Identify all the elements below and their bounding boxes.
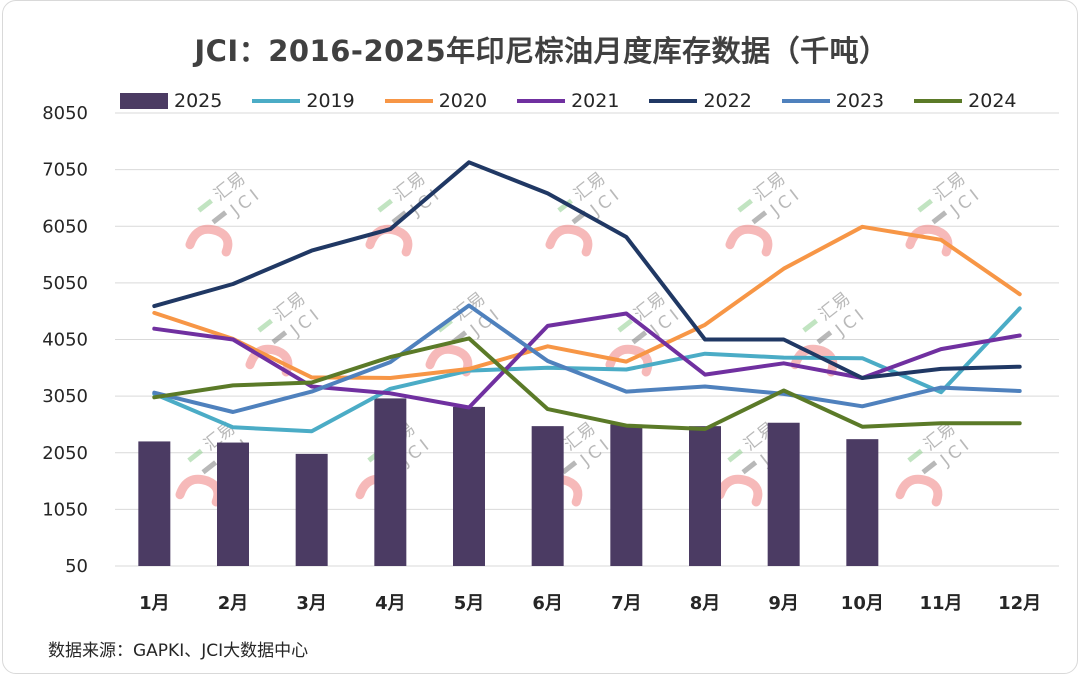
source-note: 数据来源：GAPKI、JCI大数据中心	[48, 641, 309, 661]
bar-2025-8	[689, 426, 721, 566]
bar-2025-6	[531, 426, 564, 566]
legend: 2025 2019 2020 2021 2022 2023 2024	[120, 88, 1047, 114]
series-line-2020	[152, 224, 1022, 380]
legend-swatch	[517, 99, 566, 103]
y-tick-label: 50	[65, 556, 88, 577]
y-tick-label: 3050	[42, 386, 88, 407]
bar-2025-1	[138, 441, 171, 566]
series-line-2022	[152, 160, 1022, 380]
x-tick-label: 11月	[919, 593, 962, 614]
x-tick-label: 7月	[611, 593, 642, 614]
bar-2025-7	[610, 424, 643, 566]
series-line-2024	[152, 336, 1022, 431]
chart-title: JCI：2016-2025年印尼棕油月度库存数据（千吨）	[194, 34, 889, 68]
legend-item-2019: 2019	[252, 90, 355, 112]
bar-2025-5	[453, 406, 485, 566]
legend-label: 2022	[703, 90, 752, 112]
x-tick-label: 9月	[768, 593, 799, 614]
legend-item-2024: 2024	[914, 90, 1017, 112]
series-line-2019	[152, 306, 1022, 434]
legend-swatch	[120, 93, 168, 109]
y-tick-label: 1050	[42, 499, 88, 520]
legend-label: 2021	[571, 90, 620, 112]
bar-2025-3	[295, 453, 328, 566]
y-tick-label: 8050	[42, 103, 88, 124]
x-tick-label: 6月	[532, 593, 563, 614]
y-tick-label: 4050	[42, 330, 88, 351]
x-tick-label: 10月	[841, 593, 884, 614]
bar-2025-2	[217, 442, 249, 566]
x-tick-label: 4月	[375, 593, 406, 614]
legend-item-2021: 2021	[517, 90, 619, 112]
x-tick-label: 1月	[139, 593, 170, 614]
legend-item-2025: 2025	[120, 90, 222, 112]
series-line-2023	[152, 303, 1022, 414]
legend-swatch	[252, 99, 301, 103]
bar-2025-10	[846, 439, 879, 566]
legend-swatch	[781, 99, 830, 103]
legend-label: 2025	[174, 90, 223, 112]
legend-swatch	[914, 99, 963, 103]
legend-label: 2023	[835, 90, 885, 112]
x-tick-label: 5月	[454, 593, 485, 614]
legend-item-2020: 2020	[384, 90, 488, 112]
x-tick-label: 3月	[296, 593, 327, 614]
bar-2025-9	[767, 422, 800, 566]
x-tick-label: 8月	[690, 593, 721, 614]
x-tick-label: 12月	[998, 593, 1041, 614]
series-line-2021	[152, 311, 1022, 410]
y-tick-label: 6050	[42, 216, 88, 237]
legend-item-2023: 2023	[781, 90, 885, 112]
bar-2025-4	[374, 398, 407, 566]
x-tick-label: 2月	[218, 593, 249, 614]
y-tick-label: 2050	[42, 443, 88, 464]
legend-item-2022: 2022	[649, 90, 752, 112]
legend-swatch	[649, 99, 698, 103]
y-tick-label: 5050	[42, 273, 88, 294]
legend-label: 2020	[438, 90, 488, 112]
legend-label: 2019	[306, 90, 355, 112]
legend-swatch	[384, 99, 433, 103]
y-tick-label: 7050	[42, 160, 88, 181]
legend-label: 2024	[968, 90, 1017, 112]
